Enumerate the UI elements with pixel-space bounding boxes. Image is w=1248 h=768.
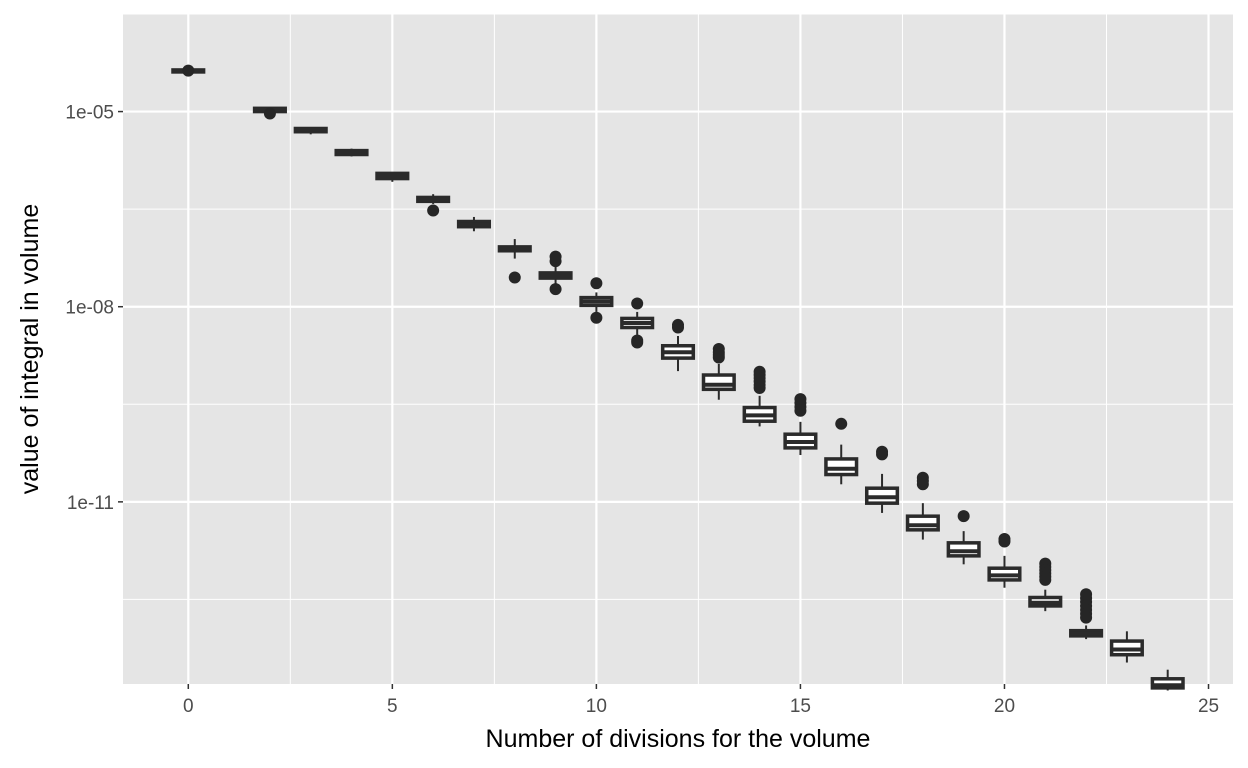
box-group (579, 277, 614, 324)
outlier-point (753, 382, 766, 395)
outlier-point (631, 297, 644, 310)
box-group (660, 318, 696, 372)
box-group (946, 510, 981, 565)
x-tick-label: 25 (1198, 696, 1219, 717)
outlier-point (549, 250, 562, 263)
box-group (1028, 557, 1063, 612)
box-group (171, 64, 206, 77)
axis-ticks: 0 5 10 15 20 25 1e-05 1e-08 1e-11 (65, 103, 1219, 717)
box-iqr (905, 514, 940, 532)
outlier-point (957, 510, 970, 523)
box-group (416, 194, 451, 217)
outlier-point (631, 336, 644, 349)
box-group (742, 365, 777, 427)
box-group (987, 532, 1022, 588)
box-group (1069, 588, 1104, 640)
grid-lines (123, 13, 1233, 684)
box-group (293, 126, 328, 135)
x-tick-label: 5 (387, 696, 398, 717)
x-tick-label: 20 (994, 696, 1015, 717)
box-group (905, 471, 940, 540)
box-group (864, 445, 900, 513)
outlier-point (508, 271, 521, 284)
box-iqr (701, 373, 736, 392)
outlier-point (182, 64, 195, 77)
boxes-layer (171, 64, 1185, 691)
box-group (1150, 669, 1185, 691)
outlier-point (263, 107, 276, 120)
box-group (456, 216, 492, 232)
outlier-point (916, 478, 929, 491)
box-group (620, 297, 655, 349)
box-group (497, 239, 532, 284)
outlier-point (998, 535, 1011, 548)
y-tick-label: 1e-05 (65, 103, 114, 124)
y-axis-title: value of integral in volume (16, 204, 44, 494)
outlier-point (590, 311, 603, 324)
box-group (334, 148, 369, 157)
x-tick-label: 15 (790, 696, 811, 717)
x-axis-title: Number of divisions for the volume (486, 725, 871, 753)
outlier-point (1080, 611, 1093, 624)
outlier-point (835, 417, 848, 430)
box-group (783, 393, 818, 456)
box-group (252, 106, 287, 120)
x-tick-label: 10 (586, 696, 607, 717)
outlier-point (712, 351, 725, 364)
box-group (824, 417, 859, 485)
outlier-point (590, 277, 603, 290)
y-tick-label: 1e-11 (67, 493, 114, 514)
outlier-point (794, 404, 807, 417)
box-group (701, 343, 736, 400)
box-group (1109, 631, 1144, 663)
x-tick-label: 0 (183, 696, 194, 717)
outlier-point (427, 204, 440, 217)
outlier-point (549, 283, 562, 296)
y-tick-label: 1e-08 (65, 298, 114, 319)
outlier-point (876, 448, 889, 461)
box-group (375, 171, 410, 182)
outlier-point (1039, 573, 1052, 586)
box-group (538, 250, 573, 296)
outlier-point (672, 321, 684, 334)
